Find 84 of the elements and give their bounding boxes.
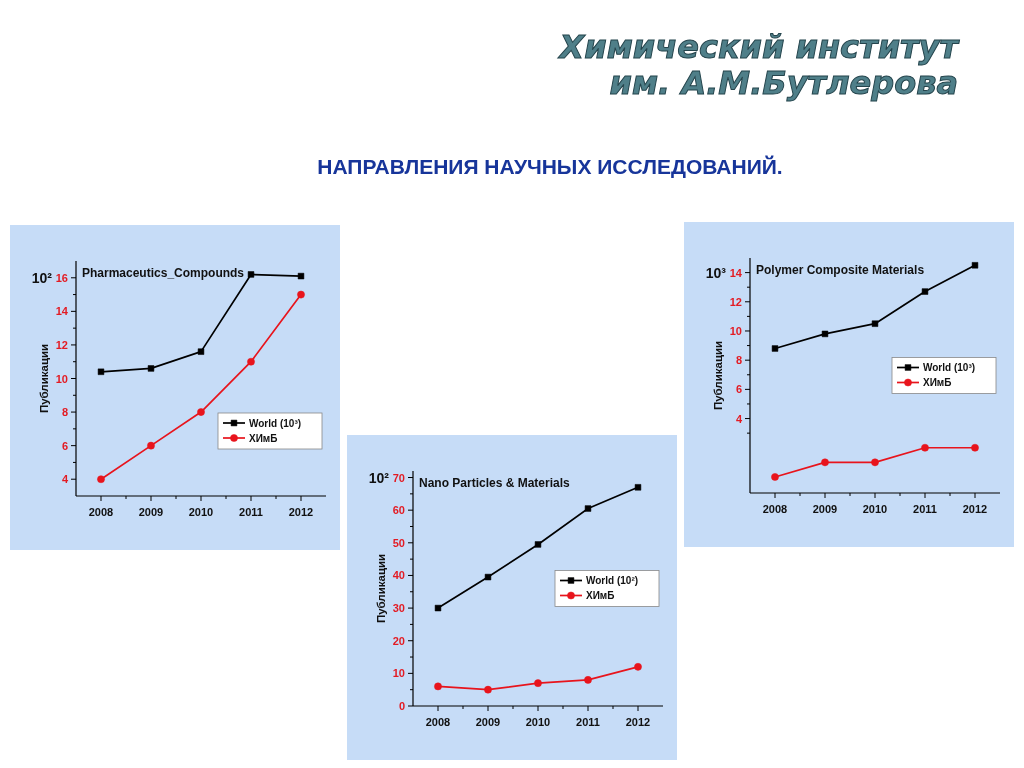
x-tick-label: 2009 (812, 503, 838, 515)
y-tick-label: 4 (61, 473, 69, 486)
point (97, 475, 105, 484)
point (771, 473, 779, 481)
x-tick-label: 2009 (138, 506, 164, 518)
x-tick-label: 2008 (762, 503, 788, 515)
legend-label: World (10²) (586, 575, 639, 586)
point (197, 408, 205, 416)
y-tick-label: 10 (392, 667, 405, 680)
point (484, 573, 492, 581)
x-tick-label: 2009 (475, 716, 501, 728)
y-tick-label: 10 (55, 372, 68, 385)
y-tick-label: 6 (61, 439, 68, 452)
x-tick-label: 2010 (525, 716, 551, 728)
chart-title: Polymer Composite Materials (756, 263, 925, 277)
y-axis-title: Публикации (38, 343, 50, 414)
x-tick-label: 2012 (288, 506, 314, 518)
y-tick-label: 4 (735, 412, 743, 425)
point (921, 443, 929, 452)
point (147, 365, 155, 372)
point (871, 320, 879, 327)
x-tick-label: 2010 (862, 503, 888, 515)
legend-label: World (10³) (923, 362, 976, 373)
y-tick-label: 16 (55, 271, 68, 284)
y-tick-label: 40 (392, 569, 405, 582)
text: Химический институт (557, 28, 961, 66)
point (147, 441, 155, 450)
point (584, 505, 592, 512)
text: им. А.М.Бутлерова (609, 64, 958, 102)
y-tick-label: 12 (729, 295, 742, 308)
y-tick-label: 14 (729, 266, 743, 279)
y-tick-label: 12 (55, 338, 68, 351)
y-tick-label: 50 (392, 536, 405, 549)
y-tick-label: 6 (735, 383, 742, 396)
chart-title: Pharmaceutics_Compounds (82, 266, 245, 280)
x-tick-label: 2011 (913, 503, 937, 515)
x-tick-label: 2010 (188, 506, 214, 518)
y-axis-title: Публикации (375, 553, 387, 624)
y-tick-label: 10 (729, 324, 742, 337)
text: НАПРАВЛЕНИЯ НАУЧНЫХ ИССЛЕДОВАНИЙ. (317, 155, 783, 178)
point (247, 357, 255, 366)
point (97, 368, 105, 375)
text: 10² (31, 269, 53, 286)
point (971, 262, 979, 269)
x-tick-label: 2008 (88, 506, 114, 518)
x-tick-label: 2012 (962, 503, 988, 515)
point (534, 679, 542, 687)
point (434, 682, 442, 691)
x-tick-label: 2011 (239, 506, 263, 518)
y-tick-label: 20 (392, 634, 405, 647)
y-tick-label: 0 (398, 700, 405, 712)
point (197, 348, 205, 355)
y-tick-label: 8 (61, 406, 68, 419)
point (821, 458, 829, 467)
legend-label: ХИмБ (586, 590, 615, 601)
text: 10³ (705, 264, 727, 281)
point (584, 676, 592, 684)
y-tick-label: 14 (55, 305, 69, 318)
point (921, 288, 929, 295)
point (821, 330, 829, 338)
chart-title: Nano Particles & Materials (419, 476, 571, 490)
point (871, 458, 879, 467)
x-tick-label: 2012 (625, 716, 651, 728)
point (634, 663, 642, 671)
point (484, 685, 492, 694)
y-tick-label: 70 (392, 471, 405, 484)
point (434, 604, 442, 612)
point (771, 345, 779, 352)
legend-label: ХИмБ (923, 377, 952, 388)
point (247, 271, 255, 278)
legend-label: ХИмБ (249, 432, 278, 444)
legend-label: World (10³) (249, 417, 302, 429)
y-tick-label: 60 (392, 504, 405, 517)
point (534, 541, 542, 548)
point (297, 290, 305, 299)
point (634, 484, 642, 491)
y-tick-label: 8 (735, 354, 742, 367)
point (297, 272, 305, 280)
point (971, 443, 979, 452)
text: 10² (368, 469, 390, 486)
y-tick-label: 30 (392, 602, 405, 615)
x-tick-label: 2011 (576, 716, 600, 728)
y-axis-title: Публикации (712, 340, 724, 411)
x-tick-label: 2008 (425, 716, 451, 728)
